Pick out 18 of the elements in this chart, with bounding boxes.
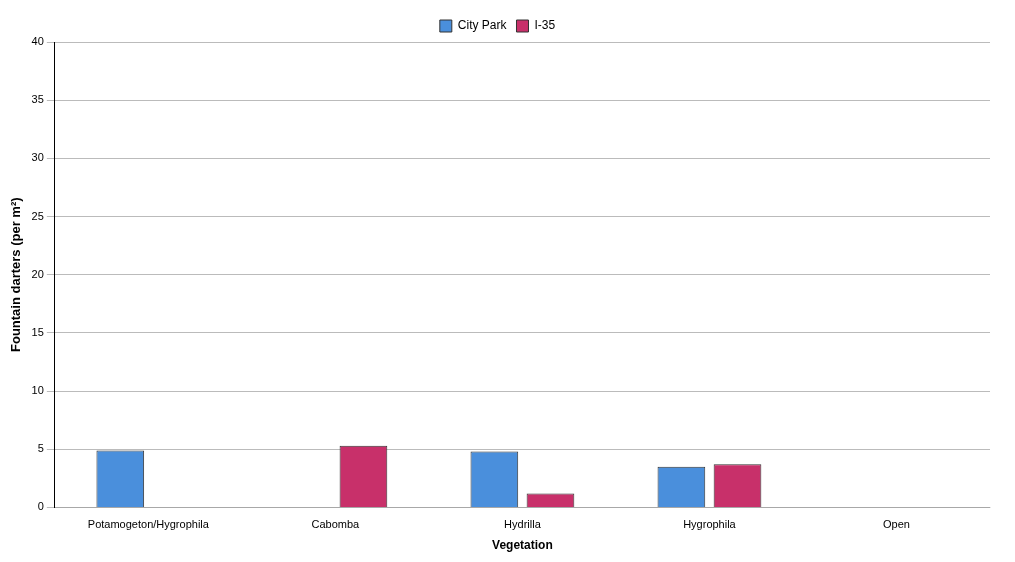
y-tick-label: 30: [31, 151, 44, 164]
y-axis-title: Fountain darters (per m²): [8, 197, 24, 352]
y-tick-label: 35: [31, 93, 44, 106]
x-tick-label: Open: [883, 518, 910, 531]
legend-label: I-35: [534, 18, 556, 33]
y-tick-label: 15: [31, 325, 44, 338]
x-tick-label: Cabomba: [311, 518, 361, 531]
x-tick-label: Hydrilla: [504, 518, 542, 531]
y-tick-label: 5: [37, 442, 44, 455]
x-tick-label: Hygrophila: [683, 518, 737, 531]
y-tick-label: 10: [31, 384, 44, 397]
legend-label: City Park: [457, 18, 508, 33]
y-tick-label: 0: [37, 500, 44, 513]
x-tick-label: Potamogeton/Hygrophila: [87, 518, 210, 531]
y-tick-label: 25: [31, 209, 44, 222]
y-tick-label: 20: [31, 267, 44, 280]
x-axis-title: Vegetation: [492, 538, 553, 553]
y-tick-label: 40: [31, 35, 44, 48]
